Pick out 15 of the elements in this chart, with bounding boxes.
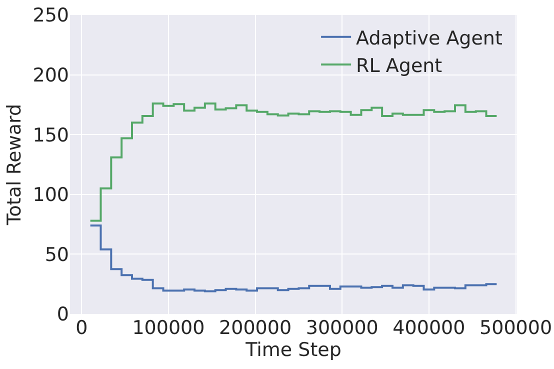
x-tick-label: 400000 [392,317,466,339]
x-tick-label: 0 [76,317,88,339]
y-axis-title: Total Reward [4,104,26,226]
y-tick-label: 100 [32,184,69,206]
legend-label: RL Agent [356,54,442,77]
y-tick-label: 50 [44,244,69,266]
legend-label: Adaptive Agent [356,27,502,50]
x-tick-label: 200000 [219,317,292,339]
x-tick-label: 300000 [306,317,378,339]
x-axis-title: Time Step [244,339,342,361]
y-tick-label: 200 [32,64,69,86]
x-tick-label: 100000 [132,317,205,339]
x-tick-label: 500000 [480,317,552,339]
y-tick-label: 250 [32,4,69,27]
y-tick-label: 150 [32,124,69,146]
